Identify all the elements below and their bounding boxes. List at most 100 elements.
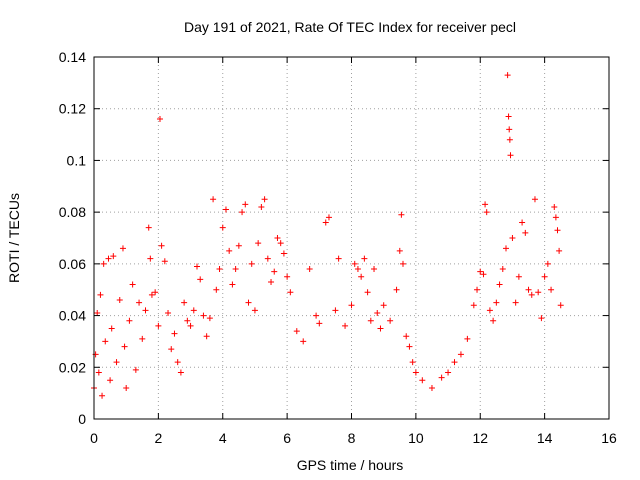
data-point [100, 260, 107, 267]
data-point [97, 291, 104, 298]
data-points [91, 72, 564, 399]
data-point [482, 201, 489, 208]
y-tick-label: 0.1 [67, 152, 87, 168]
data-point [248, 260, 255, 267]
y-tick-label: 0 [78, 411, 86, 427]
data-point [129, 281, 136, 288]
data-point [522, 229, 529, 236]
data-point [490, 317, 497, 324]
data-point [136, 299, 143, 306]
x-tick-label: 2 [154, 430, 162, 446]
data-point [306, 266, 313, 273]
data-point [190, 307, 197, 314]
x-axis-title: GPS time / hours [297, 457, 404, 473]
data-point [126, 317, 133, 324]
data-point [464, 335, 471, 342]
data-point [515, 273, 522, 280]
x-tick-label: 12 [472, 430, 488, 446]
data-point [222, 206, 229, 213]
data-point [322, 219, 329, 226]
x-tick-label: 6 [283, 430, 291, 446]
data-point [313, 312, 320, 319]
data-point [206, 315, 213, 322]
data-point [171, 330, 178, 337]
data-point [451, 359, 458, 366]
grid [94, 57, 609, 419]
data-point [544, 260, 551, 267]
data-point [145, 224, 152, 231]
data-point [261, 196, 268, 203]
data-point [219, 224, 226, 231]
data-point [358, 273, 365, 280]
data-point [403, 333, 410, 340]
data-point [409, 359, 416, 366]
data-point [393, 286, 400, 293]
data-point [274, 235, 281, 241]
y-axis-title: ROTI / TECUs [6, 193, 22, 283]
data-point [348, 302, 355, 309]
data-point [147, 255, 154, 262]
data-point [174, 359, 181, 366]
data-point [232, 266, 239, 273]
data-point [116, 297, 123, 304]
data-point [280, 250, 287, 257]
data-point [105, 255, 112, 262]
y-tick-label: 0.08 [59, 204, 86, 220]
data-point [400, 260, 406, 267]
data-point [548, 286, 555, 293]
x-tick-label: 10 [408, 430, 424, 446]
x-tick-label: 8 [348, 430, 356, 446]
data-point [507, 152, 514, 159]
data-point [152, 289, 159, 296]
data-point [499, 266, 506, 273]
data-point [148, 291, 155, 298]
data-point [113, 359, 120, 366]
data-point [239, 209, 246, 216]
y-tick-label: 0.02 [59, 359, 86, 375]
data-point [264, 255, 271, 262]
data-point [419, 377, 426, 384]
data-point [102, 338, 109, 345]
data-point [486, 307, 493, 314]
data-point [554, 227, 561, 234]
data-point [541, 273, 548, 280]
data-point [335, 255, 342, 262]
axis-ticks: 0 2 4 6 8 10 12 14 16 0 0.02 0.04 0.06 0.08 0.1 0.12 0.1… [59, 49, 617, 446]
data-point [406, 343, 413, 350]
data-point [528, 291, 535, 298]
data-point [506, 126, 513, 133]
data-point [197, 276, 204, 283]
data-point [538, 315, 545, 322]
data-point [371, 266, 378, 273]
data-point [284, 273, 291, 280]
data-point [519, 219, 526, 226]
data-point [99, 392, 106, 399]
data-point [377, 325, 384, 332]
data-point [187, 322, 194, 329]
data-point [107, 377, 114, 384]
data-point [161, 258, 168, 265]
data-point [94, 309, 101, 316]
data-point [380, 302, 387, 309]
x-tick-label: 14 [537, 430, 553, 446]
data-point [213, 286, 220, 293]
x-tick-label: 4 [219, 430, 227, 446]
data-point [271, 268, 278, 275]
data-point [512, 299, 519, 306]
data-point [168, 346, 175, 353]
data-point [165, 309, 172, 316]
data-point [396, 247, 403, 254]
data-point [361, 255, 368, 262]
data-point [445, 369, 452, 376]
data-point [504, 72, 511, 79]
data-point [316, 320, 323, 327]
data-point [242, 201, 249, 208]
y-tick-label: 0.14 [59, 49, 86, 65]
data-point [480, 271, 487, 278]
data-point [428, 384, 435, 391]
data-point [181, 299, 188, 306]
data-point [483, 209, 490, 216]
data-point [457, 351, 464, 358]
y-tick-label: 0.12 [59, 101, 86, 117]
